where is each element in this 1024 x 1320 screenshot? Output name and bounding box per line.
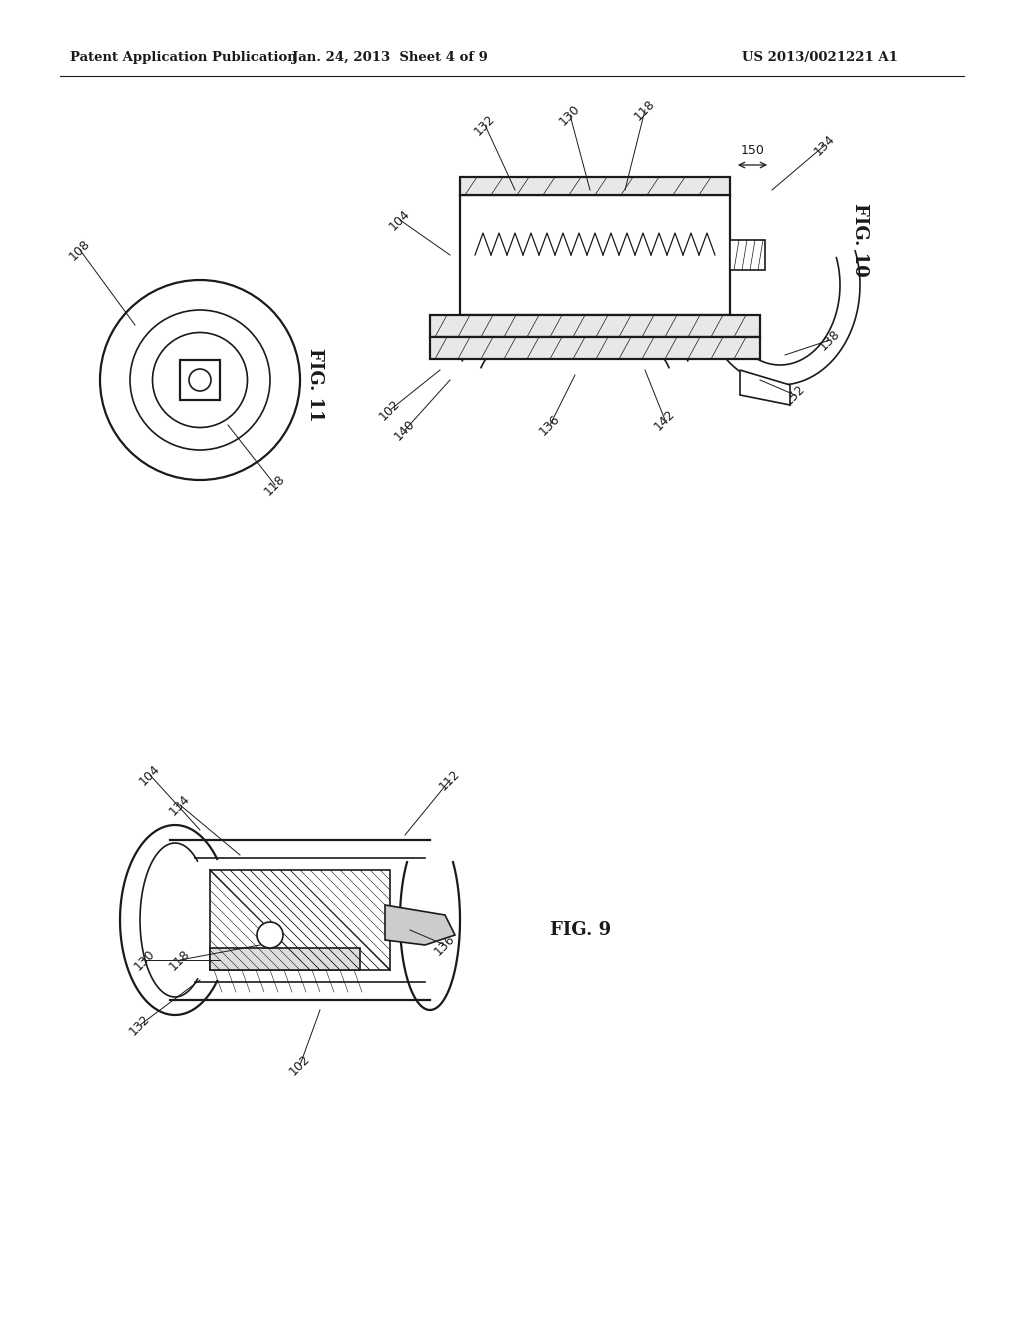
Text: 130: 130 xyxy=(132,946,158,973)
Text: 150: 150 xyxy=(740,144,765,157)
Bar xyxy=(430,337,760,359)
Text: 134: 134 xyxy=(167,792,193,818)
Text: 136: 136 xyxy=(432,932,458,958)
Text: 130: 130 xyxy=(557,102,583,128)
Polygon shape xyxy=(180,360,220,400)
Text: 104: 104 xyxy=(387,207,413,234)
Text: 118: 118 xyxy=(167,946,193,973)
Bar xyxy=(430,315,760,337)
Text: US 2013/0021221 A1: US 2013/0021221 A1 xyxy=(742,51,898,65)
Text: 132: 132 xyxy=(472,112,498,139)
Bar xyxy=(730,240,765,271)
Bar xyxy=(210,870,390,970)
Text: 102: 102 xyxy=(287,1052,313,1078)
Bar xyxy=(460,195,730,315)
Text: 102: 102 xyxy=(377,397,403,422)
Text: 118: 118 xyxy=(262,473,288,498)
Text: FIG. 9: FIG. 9 xyxy=(550,921,611,939)
Text: Jan. 24, 2013  Sheet 4 of 9: Jan. 24, 2013 Sheet 4 of 9 xyxy=(292,51,488,65)
Text: 108: 108 xyxy=(67,238,93,263)
Text: Patent Application Publication: Patent Application Publication xyxy=(70,51,297,65)
Ellipse shape xyxy=(153,333,248,428)
Text: FIG. 11: FIG. 11 xyxy=(306,348,324,422)
Text: FIG. 10: FIG. 10 xyxy=(851,203,869,277)
Ellipse shape xyxy=(257,921,283,948)
Text: 134: 134 xyxy=(812,132,838,158)
Text: 140: 140 xyxy=(392,417,418,444)
Polygon shape xyxy=(740,370,790,405)
Text: 132: 132 xyxy=(127,1012,153,1038)
Bar xyxy=(460,177,730,195)
Text: 118: 118 xyxy=(632,96,658,123)
Text: 142: 142 xyxy=(652,407,678,433)
Text: 152: 152 xyxy=(782,381,808,408)
Polygon shape xyxy=(385,906,455,945)
Text: 136: 136 xyxy=(537,412,563,438)
Bar xyxy=(210,948,360,970)
Text: 104: 104 xyxy=(137,762,163,788)
Text: 138: 138 xyxy=(817,327,843,352)
Text: 112: 112 xyxy=(437,767,463,793)
Ellipse shape xyxy=(189,370,211,391)
